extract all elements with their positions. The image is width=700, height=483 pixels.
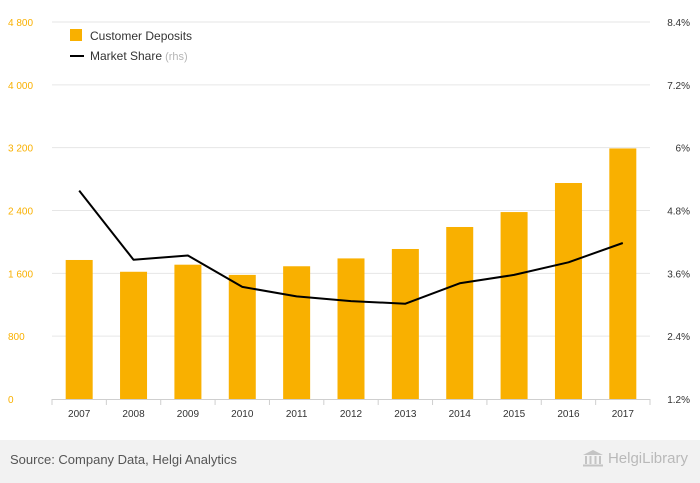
legend: Customer Deposits Market Share (rhs) [70,29,192,63]
bar-2014 [446,226,474,399]
x-tick-label: 2011 [286,409,308,420]
y-right-tick-label: 6% [676,144,691,155]
bar-2009 [174,264,202,399]
x-tick-label: 2008 [122,409,145,420]
line-series [78,189,624,305]
bar-2007 [65,259,93,399]
legend-label-market-share-suffix: (rhs) [162,51,188,63]
y-right-tick-label: 8.4% [667,18,690,29]
y-right-tick-label: 1.2% [667,395,690,406]
legend-label-market-share: Market Share (rhs) [90,49,188,63]
bars-series [65,148,637,399]
x-tick-label: 2013 [394,409,417,420]
y-left-tick-label: 800 [8,332,25,343]
y-left-tick-label: 2 400 [8,207,33,218]
y-right-tick-label: 2.4% [667,332,690,343]
x-tick-label: 2016 [557,409,580,420]
bar-2008 [120,271,148,399]
y-right-tick-label: 4.8% [667,207,690,218]
x-tick-label: 2017 [612,409,635,420]
x-tick-label: 2012 [340,409,363,420]
chart: 0 800 1 600 2 400 3 200 4 000 4 800 1.2% 2.4% 3.6… [8,18,690,420]
bar-2012 [337,258,365,399]
library-columns-icon [582,449,604,467]
x-tick-label: 2015 [503,409,526,420]
y-left-tick-label: 1 600 [8,269,33,280]
y-right-tick-label: 3.6% [667,269,690,280]
brand-logo: HelgiLibrary [582,449,688,467]
y-left-tick-label: 0 [8,395,14,406]
x-tick-label: 2014 [449,409,472,420]
bar-2011 [283,266,311,399]
x-tick-label: 2009 [177,409,200,420]
bar-2015 [500,212,528,399]
bar-2010 [228,274,256,399]
legend-label-market-share-name: Market Share [90,49,162,63]
y-left-tick-label: 4 000 [8,81,33,92]
market-share-line [78,189,624,305]
footer: Source: Company Data, Helgi Analytics He… [0,440,700,483]
bar-2013 [391,248,419,399]
x-tick-label: 2010 [231,409,254,420]
bar-2016 [554,183,582,399]
y-right-tick-label: 7.2% [667,81,690,92]
gridlines [52,21,650,337]
brand-name: HelgiLibrary [607,449,688,467]
legend-label-deposits: Customer Deposits [90,29,192,43]
source-note: Source: Company Data, Helgi Analytics [10,452,237,467]
x-tick-label: 2007 [68,409,91,420]
y-left-tick-label: 3 200 [8,144,33,155]
axes: 0 800 1 600 2 400 3 200 4 000 4 800 1.2% 2.4% 3.6… [8,18,690,420]
y-left-tick-label: 4 800 [8,18,33,29]
bar-2017 [609,148,637,399]
legend-swatch-deposits [70,29,82,41]
